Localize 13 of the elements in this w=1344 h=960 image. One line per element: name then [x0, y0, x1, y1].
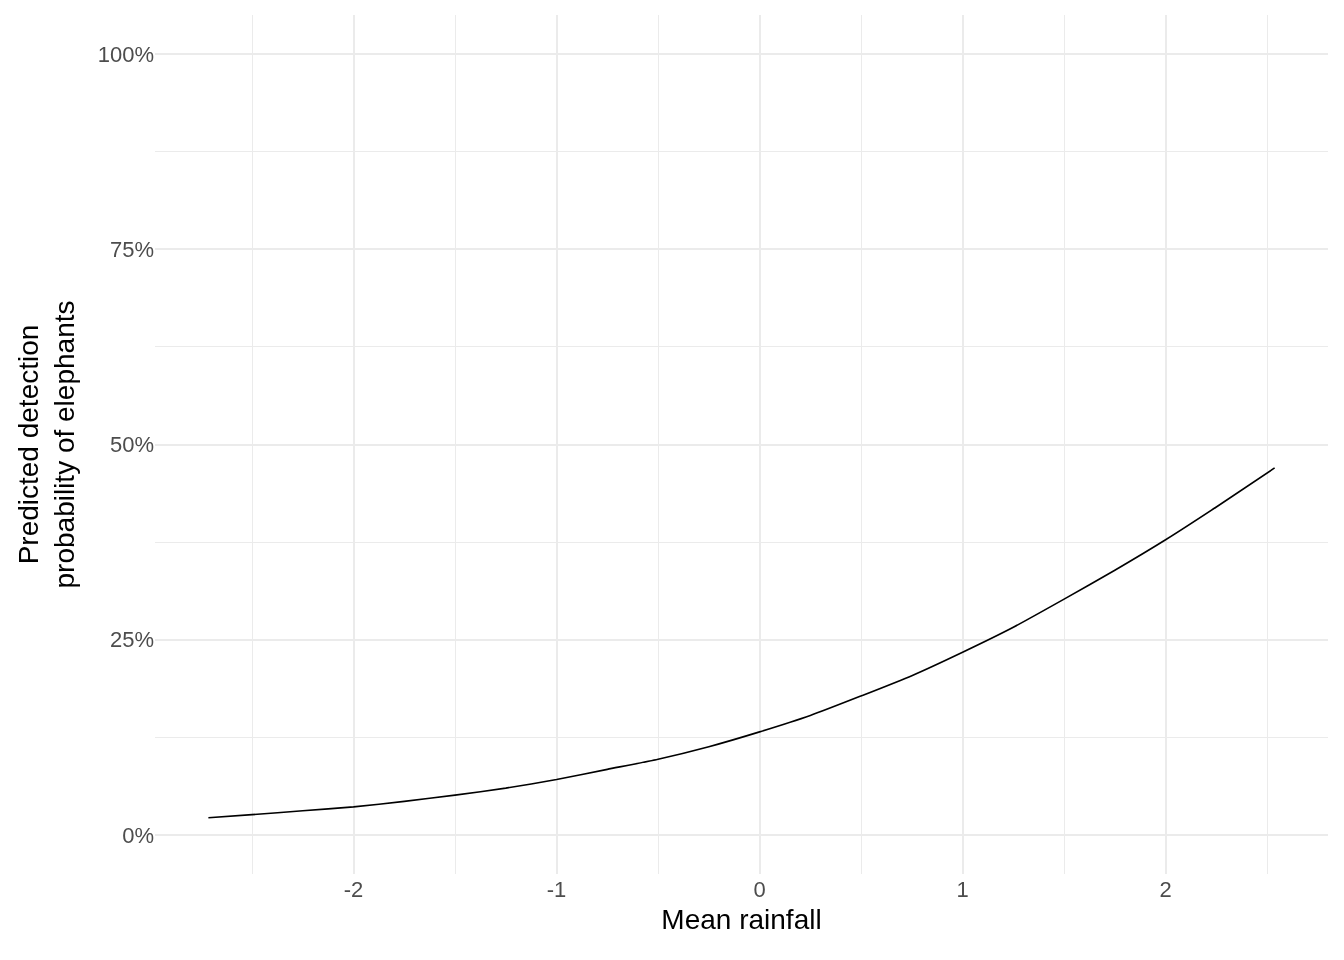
x-axis-title: Mean rainfall: [661, 904, 822, 936]
x-tick-label: 1: [956, 877, 969, 902]
y-tick-label: 50%: [109, 432, 154, 458]
x-tick-label: 2: [1159, 877, 1172, 902]
y-axis-title: Predicted detection probability of elephants: [13, 300, 81, 589]
y-tick-label: 25%: [109, 627, 154, 653]
x-tick-label: -1: [546, 877, 567, 902]
y-tick-label: 75%: [109, 236, 154, 262]
x-tick-label: -2: [343, 877, 364, 902]
y-tick-label: 0%: [122, 822, 154, 848]
y-tick-label: 100%: [97, 41, 154, 67]
line-series: [207, 467, 1276, 819]
x-tick-label: 0: [753, 877, 766, 902]
